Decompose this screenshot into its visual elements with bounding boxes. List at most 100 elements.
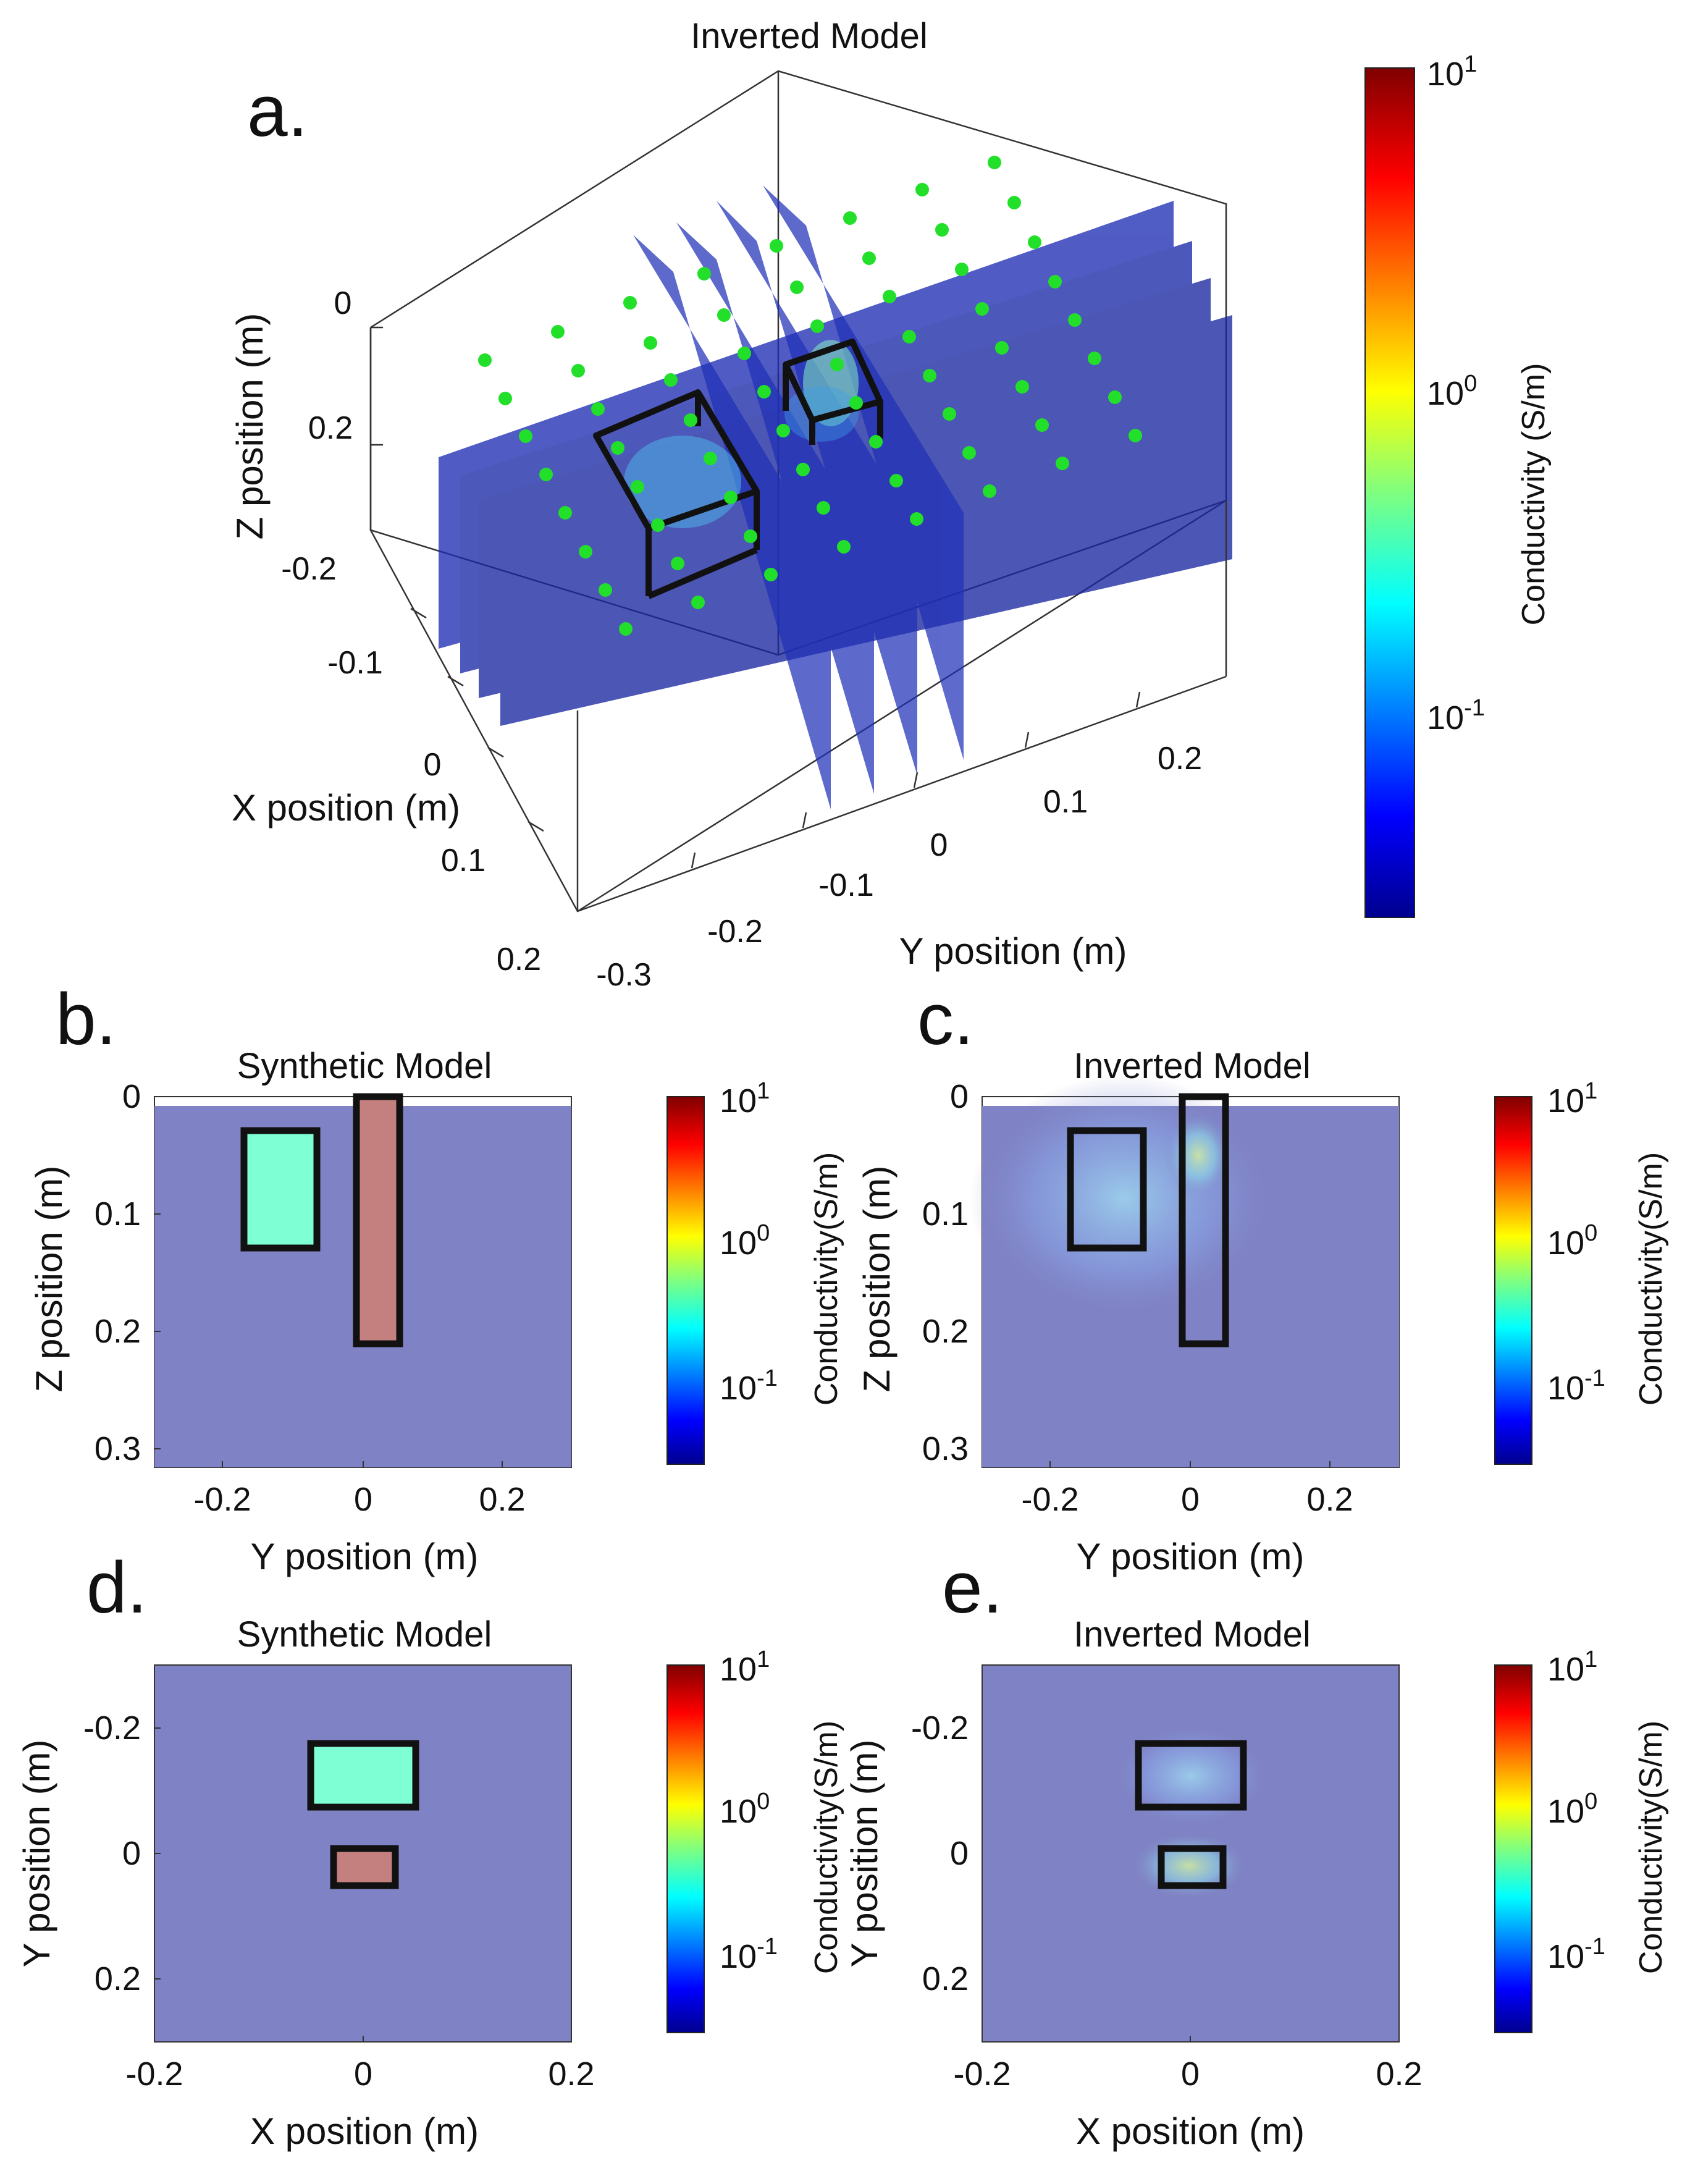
d-ylabel: Y position (m) [16, 1739, 57, 1967]
c-xlabel: Y position (m) [1076, 1536, 1304, 1577]
panel-c-label: c. [917, 979, 974, 1060]
e-ylabel: Y position (m) [844, 1739, 885, 1967]
y-tick-5: 0.2 [1158, 741, 1202, 777]
colorbar-b [666, 1096, 705, 1465]
outline-block-c [1067, 1127, 1147, 1252]
d-xtick-1: 0 [354, 2055, 372, 2093]
b-xlabel: Y position (m) [250, 1536, 478, 1577]
slices-xz [633, 185, 964, 809]
e-xtick-2: 0.2 [1376, 2055, 1422, 2093]
d-xtick-0: -0.2 [125, 2055, 183, 2093]
c-ylabel: Z position (m) [856, 1166, 898, 1393]
y-tick-0: -0.3 [596, 957, 652, 993]
b-ytick-2: 0.2 [95, 1313, 141, 1350]
c-ytick-1: 0.1 [922, 1195, 969, 1233]
panel-a-title: Inverted Model [691, 16, 928, 56]
inverted-prism-e [1130, 1832, 1248, 1900]
colorbar-e [1494, 1664, 1532, 2033]
panel-a: a. Inverted Model [229, 16, 1552, 993]
d-xtick-2: 0.2 [548, 2055, 594, 2093]
anomaly-box-small [783, 339, 883, 445]
colorbar-d [666, 1664, 705, 2033]
colorbar-b-label: Conductivity(S/m) [809, 1152, 844, 1406]
x-tick-1: -0.1 [327, 645, 383, 681]
d-ytick-2: 0.2 [95, 1960, 141, 1997]
panel-d-label: d. [86, 1547, 147, 1629]
colorbar-d-tick-2: 10-1 [720, 1934, 778, 1975]
b-xtick-1: 0 [354, 1481, 372, 1518]
colorbar-e-tick-2: 10-1 [1547, 1934, 1605, 1975]
outline-prism-c [1179, 1093, 1229, 1347]
colorbar-e-label: Conductivity(S/m) [1633, 1721, 1669, 1974]
panel-c: c. Inverted Model -0.2 0 0.2 Y position … [856, 979, 1669, 1577]
e-xlabel: X position (m) [1076, 2110, 1305, 2152]
resistive-block-b [240, 1127, 321, 1252]
outline-block-e [1135, 1740, 1247, 1811]
y-tick-2: -0.1 [818, 867, 874, 903]
box-3d-front [369, 327, 1227, 913]
e-ytick-1: 0 [950, 1835, 969, 1872]
c-xtick-1: 0 [1181, 1481, 1200, 1518]
panel-d: d. Synthetic Model -0.2 0 0.2 X position… [16, 1547, 844, 2152]
colorbar-e-tick-1: 100 [1547, 1789, 1597, 1830]
c-ytick-0: 0 [950, 1078, 969, 1115]
colorbar-b-tick-1: 100 [720, 1220, 770, 1262]
z-tick-0: 0 [334, 285, 352, 321]
inverted-anomaly-c [970, 1075, 1279, 1322]
b-ytick-3: 0.3 [95, 1430, 141, 1467]
z-tick-1: 0.2 [308, 410, 353, 446]
b-ytick-0: 0 [122, 1078, 141, 1115]
b-xtick-0: -0.2 [193, 1481, 251, 1518]
panel-b: b. Synthetic Model -0.2 0 0.2 Y position… [28, 979, 844, 1577]
y-axis-label: Y position (m) [899, 930, 1127, 972]
colorbar-a-tick-0: 101 [1427, 51, 1477, 93]
panel-d-title: Synthetic Model [237, 1614, 492, 1655]
resistive-block-d [307, 1740, 419, 1811]
ticks-d [154, 1727, 572, 2042]
colorbar-a-tick-1: 100 [1427, 371, 1477, 412]
colorbar-c-label: Conductivity(S/m) [1633, 1152, 1669, 1406]
panel-e: e. Inverted Model -0.2 0 0.2 X position … [844, 1547, 1669, 2152]
colorbar-a [1364, 67, 1415, 918]
e-xtick-0: -0.2 [953, 2055, 1011, 2093]
d-ytick-1: 0 [122, 1835, 141, 1872]
y-tick-1: -0.2 [707, 914, 763, 950]
colorbar-d-label: Conductivity(S/m) [809, 1721, 844, 1974]
c-ytick-3: 0.3 [922, 1430, 969, 1467]
panel-b-label: b. [56, 979, 116, 1060]
x-axis-label: X position (m) [232, 787, 460, 828]
colorbar-d-tick-1: 100 [720, 1789, 770, 1830]
colorbar-c-tick-0: 101 [1547, 1078, 1597, 1119]
c-xtick-0: -0.2 [1021, 1481, 1078, 1518]
b-ytick-1: 0.1 [95, 1195, 141, 1233]
colorbar-a-tick-2: 10-1 [1427, 695, 1485, 736]
ticks-c [1049, 1461, 1331, 1467]
conductive-prism-d [330, 1845, 399, 1889]
c-xtick-2: 0.2 [1306, 1481, 1353, 1518]
anomaly-glow-3 [784, 386, 859, 442]
x-tick-4: 0.2 [497, 942, 541, 977]
d-xlabel: X position (m) [250, 2110, 479, 2152]
panel-e-title: Inverted Model [1074, 1614, 1311, 1655]
panel-a-label: a. [247, 70, 308, 152]
e-ytick-2: 0.2 [922, 1960, 969, 1997]
anomaly-box-large [593, 389, 760, 599]
c-ytick-2: 0.2 [922, 1313, 969, 1350]
outline-prism-e [1158, 1845, 1227, 1889]
colorbar-d-tick-0: 101 [720, 1646, 770, 1688]
colorbar-e-tick-0: 101 [1547, 1646, 1597, 1688]
colorbar-c [1494, 1096, 1532, 1465]
panel-e-label: e. [942, 1547, 1003, 1629]
colorbar-b-tick-0: 101 [720, 1078, 770, 1119]
ticks-b [154, 1096, 503, 1467]
colorbar-c-tick-1: 100 [1547, 1220, 1597, 1262]
x-tick-0: -0.2 [281, 551, 337, 587]
x-tick-2: 0 [424, 747, 442, 783]
y-tick-4: 0.1 [1043, 784, 1088, 820]
panel-b-title: Synthetic Model [237, 1046, 492, 1086]
inverted-anomaly-e [1111, 1724, 1271, 1829]
y-tick-3: 0 [930, 827, 948, 863]
colorbar-b-tick-2: 10-1 [720, 1365, 778, 1407]
colorbar-a-label: Conductivity (S/m) [1516, 363, 1552, 626]
